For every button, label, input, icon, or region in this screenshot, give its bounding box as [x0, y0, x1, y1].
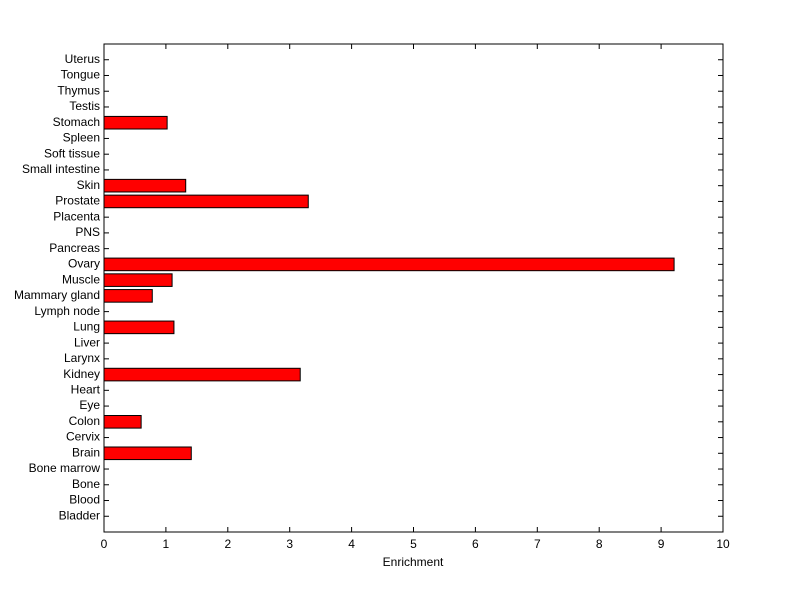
x-tick-label: 3 [286, 537, 293, 551]
bar [103, 273, 173, 287]
bar [103, 367, 301, 382]
y-tick-label: Blood [69, 493, 100, 507]
y-tick-label: Prostate [55, 194, 100, 208]
y-tick-label: Thymus [57, 83, 100, 97]
y-tick-label: Larynx [64, 351, 100, 365]
bar [103, 257, 675, 272]
y-tick-label: Soft tissue [44, 146, 100, 160]
y-tick-label: Liver [74, 335, 100, 349]
plot-frame [103, 43, 724, 533]
y-tick-label: Stomach [53, 115, 100, 129]
bar [103, 289, 153, 303]
y-tick-label: Skin [77, 178, 100, 192]
y-tick-label: Cervix [66, 430, 100, 444]
y-tick-label: Ovary [68, 257, 100, 271]
bar [103, 320, 175, 335]
x-axis-label: Enrichment [383, 555, 444, 569]
y-tick-label: PNS [75, 225, 100, 239]
x-tick-label: 9 [658, 537, 665, 551]
y-tick-label: Lung [73, 320, 100, 334]
y-tick-label: Pancreas [49, 241, 100, 255]
y-tick-label: Uterus [65, 52, 100, 66]
y-tick-label: Heart [71, 382, 101, 396]
x-tick-label: 7 [534, 537, 541, 551]
x-tick-label: 6 [472, 537, 479, 551]
bar [103, 415, 142, 429]
x-tick-label: 2 [224, 537, 231, 551]
x-tick-label: 1 [163, 537, 170, 551]
y-tick-label: Testis [69, 99, 100, 113]
y-tick-label: Eye [79, 398, 100, 412]
y-tick-label: Bone marrow [29, 461, 101, 475]
y-tick-label: Lymph node [34, 304, 100, 318]
bar [103, 178, 187, 193]
bar [103, 115, 168, 130]
y-tick-label: Small intestine [22, 162, 100, 176]
x-tick-label: 10 [716, 537, 730, 551]
y-tick-label: Kidney [63, 367, 100, 381]
x-tick-label: 8 [596, 537, 603, 551]
y-tick-label: Muscle [62, 272, 100, 286]
y-tick-label: Spleen [63, 131, 100, 145]
y-tick-label: Bone [72, 477, 100, 491]
x-tick-label: 5 [410, 537, 417, 551]
y-tick-label: Placenta [53, 209, 100, 223]
x-tick-label: 0 [101, 537, 108, 551]
y-tick-label: Mammary gland [14, 288, 100, 302]
bar [103, 446, 192, 461]
bar [103, 194, 309, 209]
y-tick-label: Colon [69, 414, 100, 428]
y-tick-label: Brain [72, 445, 100, 459]
x-tick-label: 4 [348, 537, 355, 551]
y-tick-label: Bladder [59, 508, 100, 522]
y-tick-label: Tongue [61, 68, 101, 82]
